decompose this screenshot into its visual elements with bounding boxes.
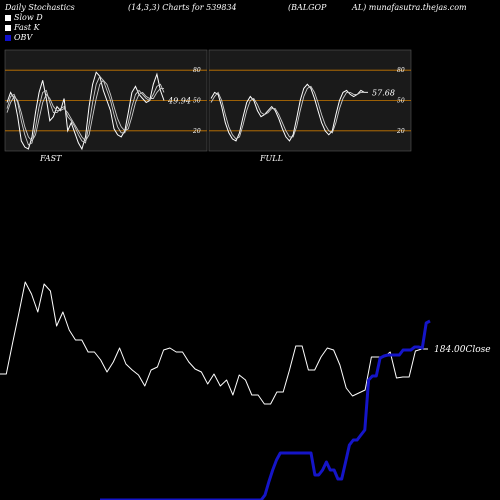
legend-fast-k: Fast K bbox=[5, 23, 40, 32]
fast-tick-label: 80 bbox=[193, 67, 201, 74]
fast-series-line bbox=[6, 79, 164, 142]
full-panel-title: FULL bbox=[259, 154, 283, 163]
full-tick-label: 80 bbox=[397, 67, 405, 74]
close-price-line bbox=[0, 281, 428, 405]
full-last-value: 57.68 bbox=[372, 88, 395, 97]
legend-swatch-icon bbox=[5, 35, 11, 41]
full-tick-label: 20 bbox=[396, 128, 405, 135]
header-title: Daily Stochastics bbox=[5, 3, 75, 12]
legend-label: OBV bbox=[14, 33, 33, 42]
legend-label: Slow D bbox=[14, 13, 43, 22]
close-value-label: 184.00Close bbox=[434, 345, 491, 355]
legend-slow-d: Slow D bbox=[5, 13, 43, 22]
full-series-line bbox=[210, 85, 368, 140]
header-ticker-b: AL) munafasutra.thejas.com bbox=[352, 3, 467, 12]
fast-panel-title: FAST bbox=[39, 154, 62, 163]
legend-obv: OBV bbox=[5, 33, 32, 42]
header-params: (14,3,3) Charts for 539834 bbox=[128, 3, 237, 12]
fast-series-line bbox=[6, 75, 165, 146]
legend-swatch-icon bbox=[5, 15, 11, 21]
legend-swatch-icon bbox=[5, 25, 11, 31]
fast-tick-label: 50 bbox=[193, 98, 201, 105]
obv-line bbox=[100, 319, 431, 500]
header-ticker-a: (BALGOP bbox=[288, 3, 327, 12]
full-tick-label: 50 bbox=[397, 98, 405, 105]
fast-tick-label: 20 bbox=[192, 128, 201, 135]
fast-last-value: 49.94 bbox=[167, 97, 191, 106]
legend-label: Fast K bbox=[14, 23, 40, 32]
